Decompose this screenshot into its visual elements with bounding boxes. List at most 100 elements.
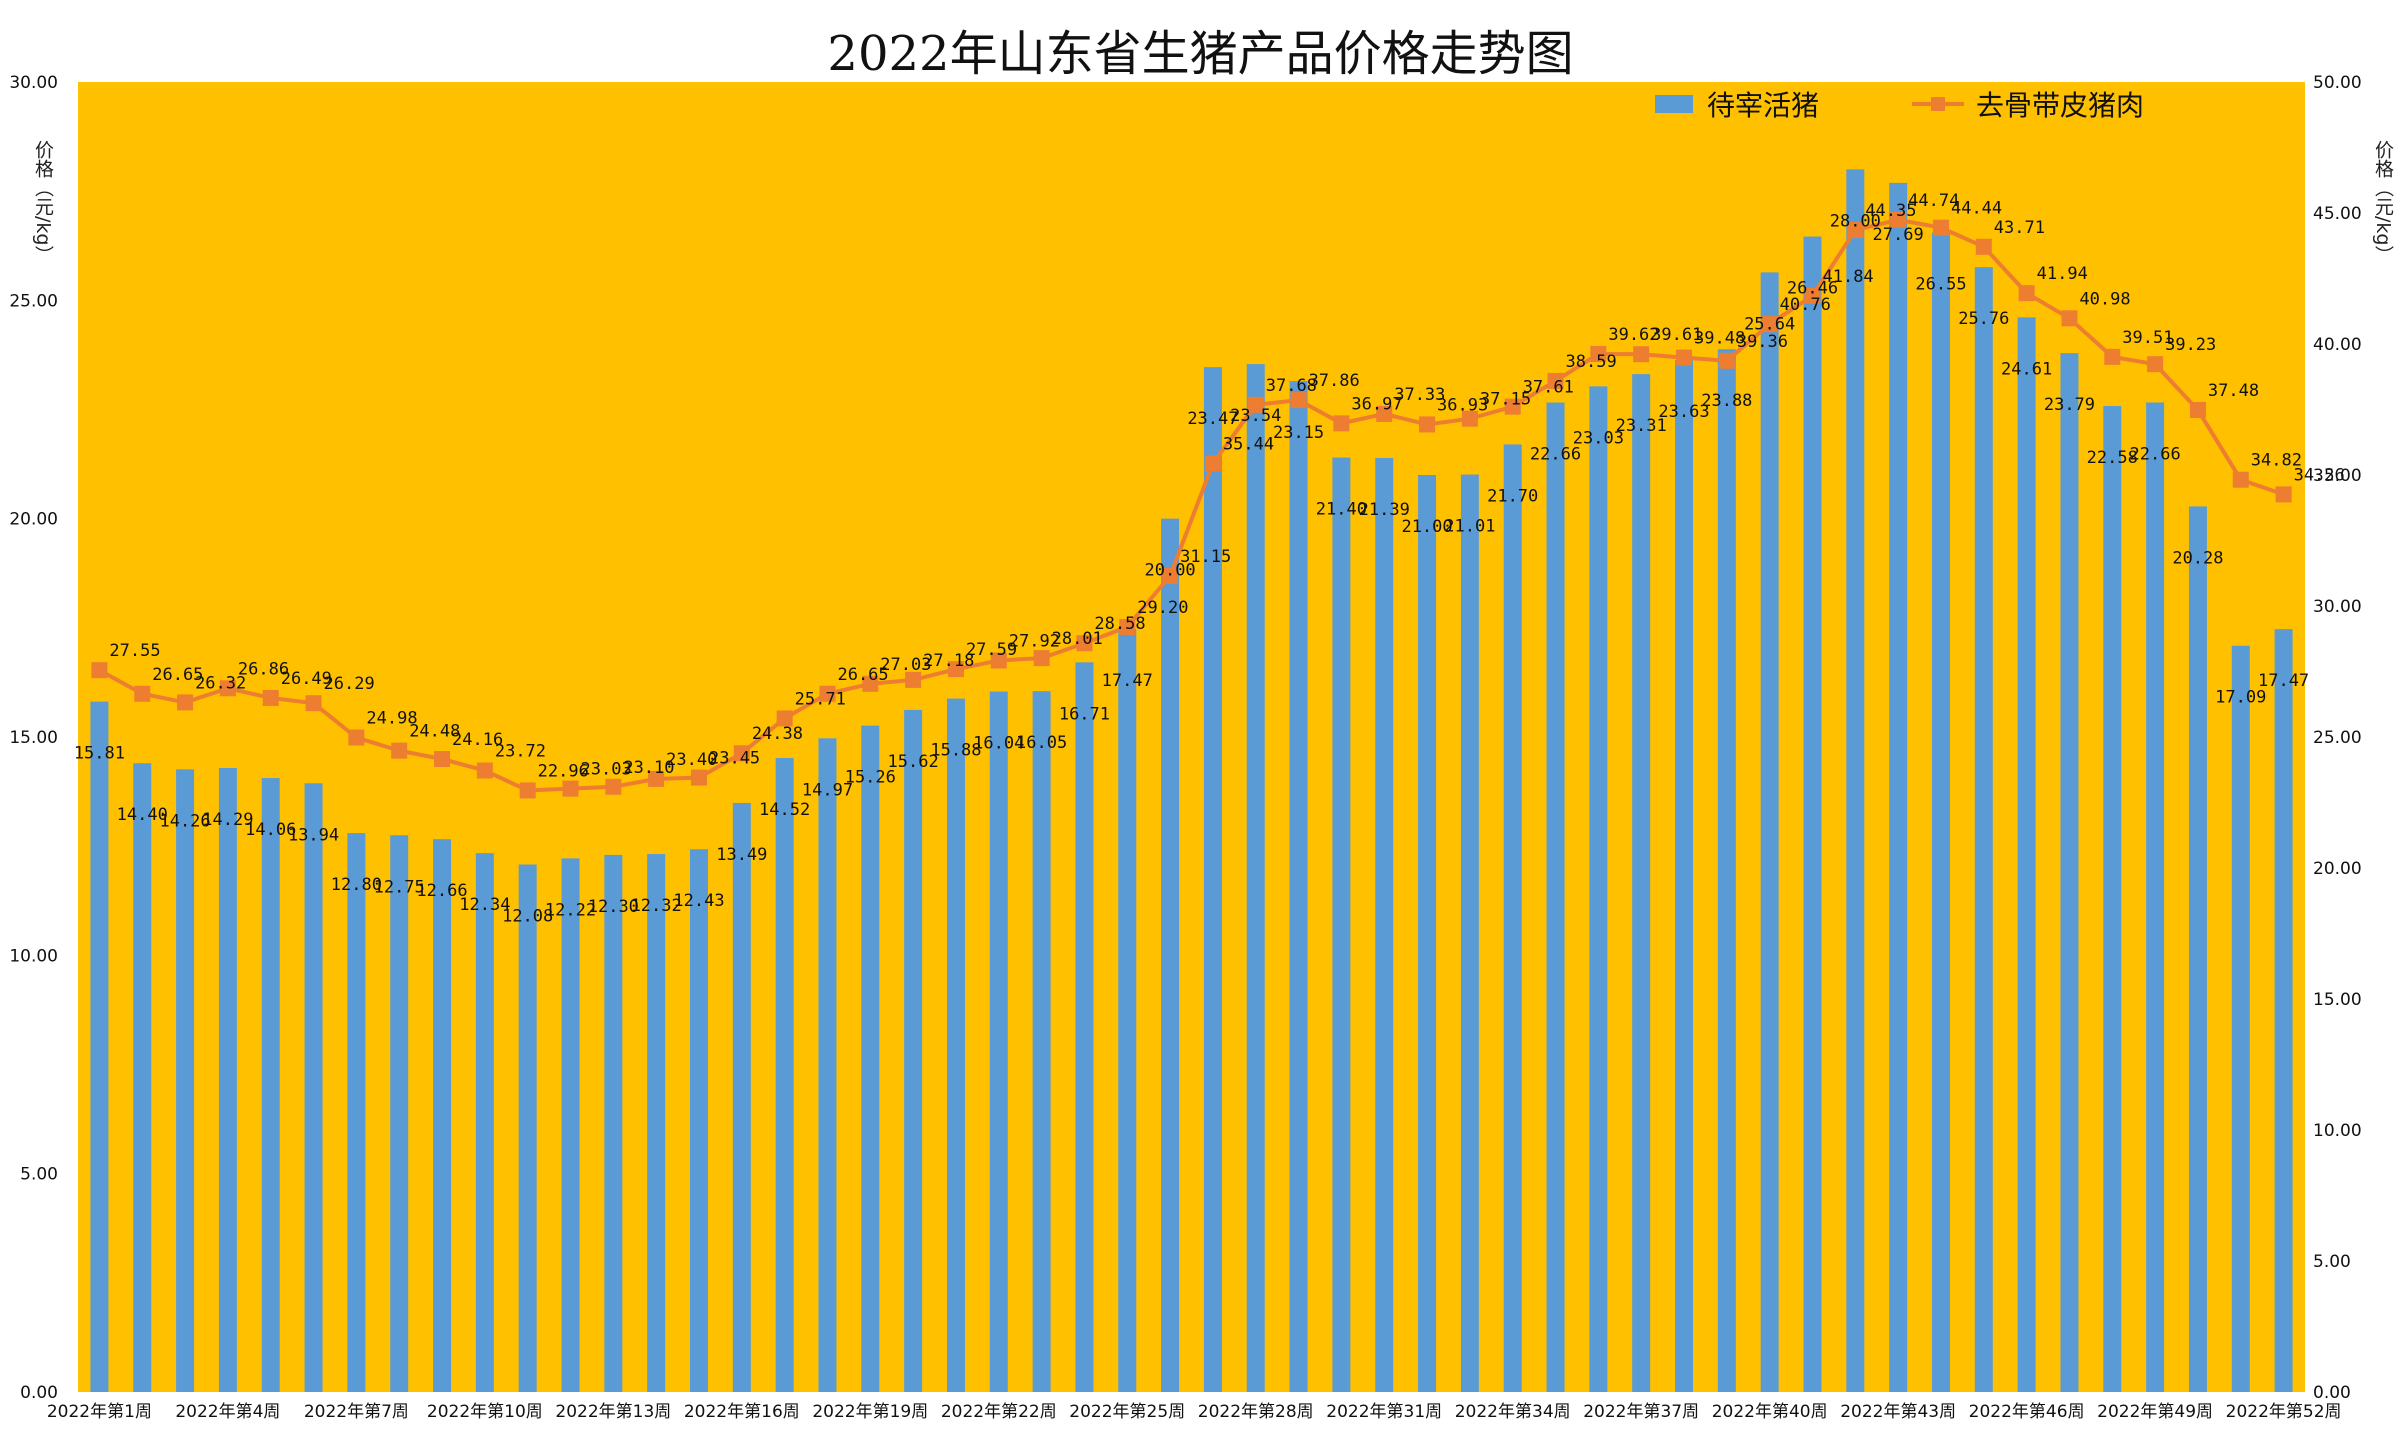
bar-data-label: 20.28 — [2172, 548, 2223, 568]
line-marker — [134, 685, 151, 702]
line-marker — [1718, 352, 1735, 369]
right-tick-label: 5.00 — [2313, 1252, 2351, 1272]
line-marker — [1504, 398, 1521, 415]
line-data-label: 24.98 — [366, 709, 417, 729]
bar — [1118, 629, 1137, 1392]
bar-data-label: 14.29 — [202, 810, 253, 830]
bar-data-label: 12.75 — [374, 877, 425, 897]
line-marker — [348, 729, 365, 746]
line-marker — [1419, 416, 1436, 433]
bar — [1375, 457, 1394, 1393]
line-data-label: 36.93 — [1437, 395, 1488, 415]
bar-data-label: 22.58 — [2087, 448, 2138, 468]
line-data-label: 27.18 — [923, 651, 974, 671]
line-marker — [1376, 405, 1393, 422]
line-data-label: 29.20 — [1137, 598, 1188, 618]
line-marker — [648, 770, 665, 787]
line-data-label: 25.71 — [795, 689, 846, 709]
bar — [2017, 317, 2036, 1393]
bar — [861, 725, 880, 1392]
bar — [904, 709, 923, 1392]
line-marker — [91, 662, 108, 679]
line-marker — [2061, 310, 2078, 327]
bar-data-label: 25.76 — [1958, 309, 2009, 329]
right-tick-label: 45.00 — [2313, 204, 2362, 224]
bar-data-label: 15.62 — [888, 752, 939, 772]
bar — [1418, 475, 1437, 1392]
line-marker — [1633, 346, 1650, 363]
bar-data-label: 14.06 — [245, 820, 296, 840]
line-data-label: 26.86 — [238, 659, 289, 679]
bar-data-label: 26.55 — [1915, 275, 1966, 295]
bar — [133, 763, 152, 1392]
line-marker — [262, 689, 279, 706]
left-tick-label: 10.00 — [9, 946, 58, 966]
right-tick-label: 35.00 — [2313, 466, 2362, 486]
bar-data-label: 12.34 — [459, 895, 510, 915]
bar-data-label: 12.66 — [416, 881, 467, 901]
bar — [775, 757, 794, 1392]
line-data-label: 27.03 — [880, 655, 931, 675]
line-marker — [391, 742, 408, 759]
bar-data-label: 22.66 — [1530, 445, 1581, 465]
bar — [1332, 457, 1351, 1392]
bar-data-label: 21.70 — [1487, 486, 1538, 506]
bar — [818, 738, 837, 1392]
bar — [90, 701, 109, 1392]
right-axis-ticks: 0.00 5.00 10.00 15.00 20.00 25.00 30.00 35.00 40… — [2313, 73, 2362, 1403]
line-data-label: 34.26 — [2294, 465, 2345, 485]
x-tick-label: 2022年第13周 — [555, 1402, 671, 1422]
bar — [1931, 232, 1950, 1392]
bar-data-label: 22.66 — [2130, 445, 2181, 465]
line-marker — [905, 671, 922, 688]
line-data-label: 39.61 — [1651, 325, 1702, 345]
bar — [2103, 406, 2122, 1392]
bar-data-label: 21.01 — [1444, 517, 1495, 537]
x-tick-label: 2022年第22周 — [941, 1402, 1057, 1422]
bar-data-label: 15.26 — [845, 768, 896, 788]
left-axis-ticks: 0.00 5.00 10.00 15.00 20.00 25.00 30.00 — [9, 73, 58, 1403]
bar-data-label: 21.00 — [1401, 517, 1452, 537]
bar — [1546, 402, 1565, 1393]
line-data-label: 39.23 — [2165, 335, 2216, 355]
bar — [2274, 629, 2293, 1392]
bar — [1289, 381, 1308, 1392]
line-marker — [690, 769, 707, 786]
bar-data-label: 23.15 — [1273, 423, 1324, 443]
line-data-label: 44.35 — [1865, 201, 1916, 221]
right-tick-label: 20.00 — [2313, 859, 2362, 879]
line-data-label: 28.01 — [1052, 629, 1103, 649]
line-data-label: 41.84 — [1822, 267, 1873, 287]
bar-data-label: 16.05 — [1016, 733, 1067, 753]
line-marker — [605, 778, 622, 795]
legend-line-swatch — [1912, 97, 1964, 111]
line-marker — [519, 782, 536, 799]
line-data-label: 23.45 — [709, 749, 760, 769]
line-data-label: 26.49 — [281, 669, 332, 689]
line-marker — [1290, 392, 1307, 409]
bar — [1974, 267, 1993, 1392]
x-tick-label: 2022年第49周 — [2097, 1402, 2213, 1422]
line-data-label: 37.15 — [1480, 390, 1531, 410]
x-tick-label: 2022年第10周 — [427, 1402, 543, 1422]
line-marker — [476, 762, 493, 779]
line-marker — [2189, 402, 2206, 419]
line-marker — [1461, 410, 1478, 427]
line-data-label: 43.71 — [1994, 218, 2045, 238]
bar — [1589, 386, 1608, 1392]
chart-title: 2022年山东省生猪产品价格走势图 — [827, 26, 1574, 82]
bar-data-label: 26.46 — [1787, 279, 1838, 299]
line-data-label: 37.68 — [1266, 376, 1317, 396]
bar-data-label: 12.80 — [331, 875, 382, 895]
x-tick-label: 2022年第7周 — [304, 1402, 409, 1422]
line-marker — [862, 675, 879, 692]
line-marker — [990, 652, 1007, 669]
line-marker — [1590, 345, 1607, 362]
line-marker — [1975, 238, 1992, 255]
line-marker — [305, 695, 322, 712]
bar-data-label: 23.88 — [1701, 391, 1752, 411]
left-tick-label: 5.00 — [20, 1165, 58, 1185]
line-data-label: 23.03 — [581, 760, 632, 780]
x-tick-label: 2022年第46周 — [1969, 1402, 2085, 1422]
